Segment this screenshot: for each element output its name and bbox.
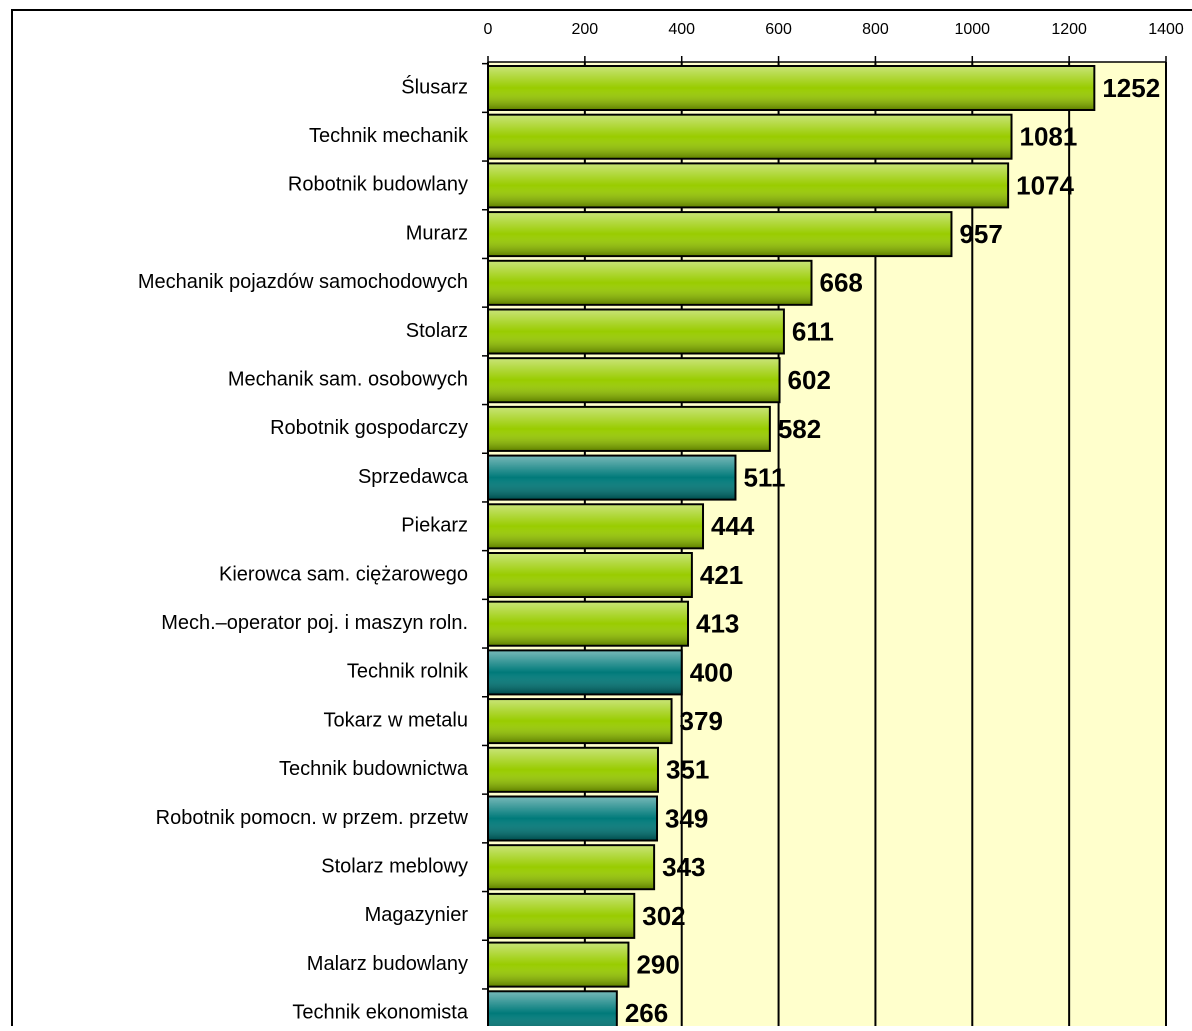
- value-label: 1074: [1016, 170, 1074, 200]
- value-label: 668: [820, 268, 863, 298]
- bar-shine: [489, 359, 779, 402]
- y-tick-label: Robotnik gospodarczy: [270, 417, 468, 439]
- x-tick-label: 400: [668, 21, 695, 38]
- chart-frame: [11, 9, 1192, 1031]
- bar-shine: [489, 164, 1008, 207]
- y-tick-label: Technik mechanik: [309, 125, 469, 147]
- bar-shine: [489, 310, 783, 353]
- y-tick-label: Robotnik budowlany: [288, 174, 468, 196]
- bar-shine: [489, 846, 654, 889]
- x-tick-label: 1200: [1051, 21, 1087, 38]
- y-tick-label: Ślusarz: [401, 74, 468, 98]
- bar-shine: [489, 651, 681, 694]
- y-tick-label: Mechanik pojazdów samochodowych: [138, 271, 468, 293]
- y-tick-label: Sprzedawca: [358, 466, 469, 488]
- value-label: 413: [696, 609, 739, 639]
- bar-shine: [489, 115, 1011, 158]
- bar-shine: [489, 748, 657, 791]
- value-label: 511: [743, 462, 785, 492]
- x-tick-label: 0: [484, 21, 493, 38]
- bar-shine: [489, 67, 1094, 109]
- bar-shine: [489, 213, 951, 256]
- x-tick-label: 600: [765, 21, 792, 38]
- y-tick-label: Murarz: [406, 222, 468, 244]
- value-label: 290: [636, 949, 679, 979]
- value-label: 266: [625, 998, 668, 1026]
- value-label: 343: [662, 852, 705, 882]
- value-label: 302: [642, 901, 685, 931]
- bar-shine: [489, 943, 628, 986]
- value-label: 444: [711, 511, 755, 541]
- bar-shine: [489, 700, 671, 743]
- value-label: 351: [666, 755, 709, 785]
- value-label: 957: [959, 219, 1002, 249]
- y-tick-label: Technik budownictwa: [279, 758, 469, 780]
- y-tick-label: Kierowca sam. ciężarowego: [219, 563, 468, 585]
- bar-shine: [489, 261, 811, 304]
- y-tick-label: Piekarz: [401, 515, 468, 537]
- value-label: 421: [700, 560, 743, 590]
- bar-shine: [489, 894, 634, 937]
- x-tick-label: 1400: [1148, 21, 1184, 38]
- x-tick-label: 200: [572, 21, 599, 38]
- bar-shine: [489, 992, 616, 1031]
- bar-shine: [489, 602, 688, 645]
- y-tick-label: Technik ekonomista: [292, 1002, 469, 1024]
- value-label: 349: [665, 803, 708, 833]
- y-tick-label: Robotnik pomocn. w przem. przetw: [156, 807, 469, 829]
- y-tick-label: Stolarz: [406, 320, 468, 342]
- y-tick-label: Stolarz meblowy: [321, 855, 468, 877]
- bar-shine: [489, 456, 735, 499]
- value-label: 1081: [1020, 122, 1078, 152]
- value-label: 400: [690, 657, 733, 687]
- bar-shine: [489, 554, 691, 596]
- bar-shine: [489, 505, 703, 548]
- value-label: 582: [778, 414, 821, 444]
- value-label: 611: [792, 316, 834, 346]
- x-tick-label: 1000: [954, 21, 990, 38]
- value-label: 1252: [1102, 73, 1160, 103]
- bar-shine: [489, 797, 657, 840]
- value-label: 602: [788, 365, 831, 395]
- value-label: 379: [680, 706, 723, 736]
- y-tick-label: Technik rolnik: [347, 661, 469, 683]
- y-tick-label: Malarz budowlany: [307, 953, 468, 975]
- y-tick-label: Magazynier: [365, 904, 469, 926]
- y-tick-label: Mechanik sam. osobowych: [228, 368, 468, 390]
- bar-shine: [489, 407, 769, 450]
- x-tick-label: 800: [862, 21, 889, 38]
- y-tick-label: Mech.–operator poj. i maszyn roln.: [161, 612, 468, 634]
- y-tick-label: Tokarz w metalu: [324, 709, 469, 731]
